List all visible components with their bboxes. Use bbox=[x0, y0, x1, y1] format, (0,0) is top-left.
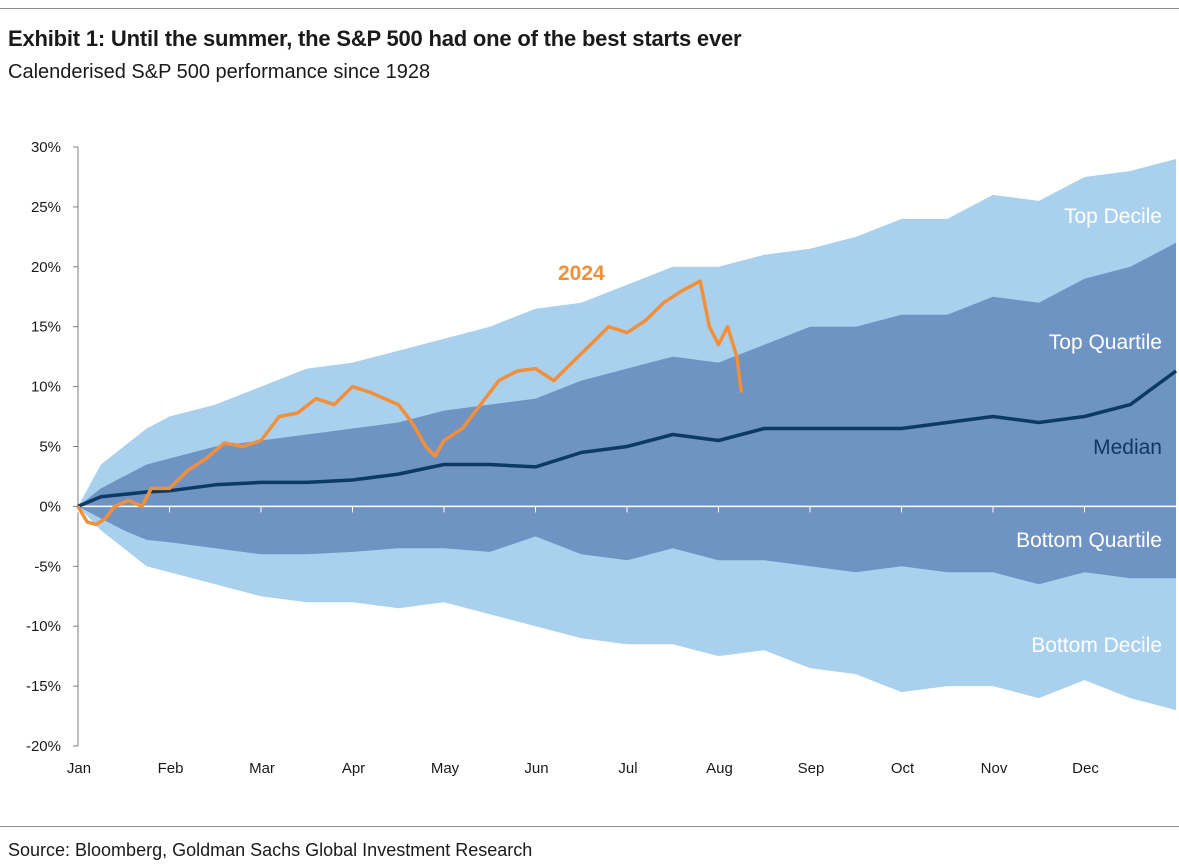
performance-chart: 30% 25% 20% 15% 10% 5% 0% -5% -10% -15% -20% Jan Feb… bbox=[26, 139, 1178, 777]
y-tick-label: -5% bbox=[34, 558, 61, 575]
y-tick-label: 15% bbox=[31, 319, 61, 336]
top-rule bbox=[0, 8, 1179, 9]
y-tick-label: -10% bbox=[26, 618, 61, 635]
y-tick-label: -15% bbox=[26, 678, 61, 695]
bottom-quartile-label: Bottom Quartile bbox=[1016, 529, 1162, 552]
axis-layer: 30% 25% 20% 15% 10% 5% 0% -5% -10% -15% -20% Jan Feb… bbox=[26, 139, 1176, 777]
chart-title: Exhibit 1: Until the summer, the S&P 500… bbox=[8, 26, 742, 51]
median-label: Median bbox=[1093, 436, 1162, 459]
x-tick-label: Jan bbox=[67, 760, 91, 777]
label-layer: Top Decile Top Quartile Median Bottom Quart… bbox=[558, 205, 1162, 657]
x-tick-label: Oct bbox=[891, 760, 915, 777]
x-tick-label: Dec bbox=[1072, 760, 1099, 777]
y-tick-label: 20% bbox=[31, 259, 61, 276]
top-quartile-label: Top Quartile bbox=[1049, 331, 1162, 354]
x-tick-label: Apr bbox=[342, 760, 365, 777]
band-layer bbox=[78, 159, 1176, 711]
quartile-band-area bbox=[78, 242, 1176, 585]
x-tick-label: Mar bbox=[249, 760, 275, 777]
chart-subtitle: Calenderised S&P 500 performance since 1… bbox=[8, 61, 431, 83]
y-tick-label: 0% bbox=[39, 498, 61, 515]
x-tick-label: May bbox=[431, 760, 460, 777]
x-tick-label: Sep bbox=[798, 760, 825, 777]
label-2024: 2024 bbox=[558, 262, 605, 285]
line-layer bbox=[76, 279, 1178, 527]
x-tick-label: Jul bbox=[618, 760, 637, 777]
y-tick-label: 25% bbox=[31, 199, 61, 216]
line-2024 bbox=[76, 279, 744, 527]
x-tick-label: Feb bbox=[158, 760, 184, 777]
source-note: Source: Bloomberg, Goldman Sachs Global … bbox=[8, 840, 533, 860]
x-tick-label: Nov bbox=[981, 760, 1008, 777]
y-tick-label: 5% bbox=[39, 439, 61, 456]
bottom-rule bbox=[0, 826, 1179, 827]
y-tick-label: 10% bbox=[31, 379, 61, 396]
y-tick-label: -20% bbox=[26, 738, 61, 755]
y-tick-label: 30% bbox=[31, 139, 61, 156]
bottom-decile-label: Bottom Decile bbox=[1031, 634, 1162, 657]
median-line bbox=[77, 369, 1178, 509]
x-tick-label: Aug bbox=[706, 760, 733, 777]
x-tick-label: Jun bbox=[524, 760, 548, 777]
top-decile-label: Top Decile bbox=[1064, 205, 1162, 228]
